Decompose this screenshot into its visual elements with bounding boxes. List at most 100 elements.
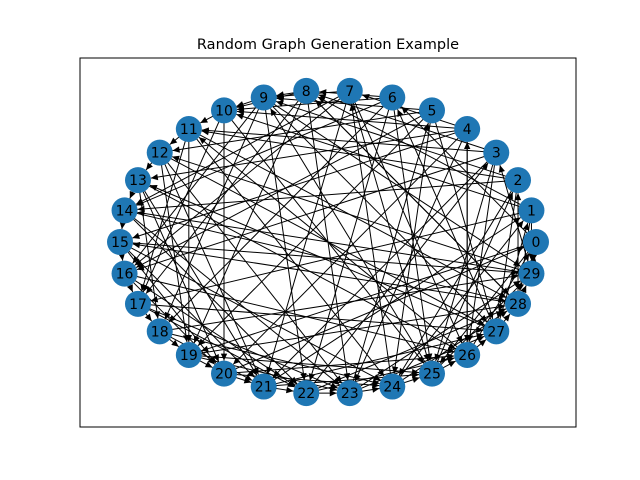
- node-label: 3: [492, 146, 501, 162]
- edge-arrowhead: [172, 155, 180, 162]
- edge-arrowhead: [349, 103, 356, 112]
- node-label: 9: [259, 90, 268, 106]
- graph-edge: [137, 303, 338, 389]
- edge-arrowhead: [512, 259, 521, 267]
- graph-edge: [136, 152, 497, 271]
- graph-node-29: [518, 260, 545, 287]
- edge-arrowhead: [478, 339, 487, 347]
- node-label: 1: [527, 203, 536, 219]
- node-label: 28: [509, 297, 527, 313]
- graph-edge: [398, 179, 519, 376]
- node-label: 25: [423, 367, 441, 383]
- node-label: 14: [116, 203, 134, 219]
- graph-edge: [137, 303, 296, 388]
- edge-arrowhead: [528, 253, 535, 261]
- graph-edge: [159, 152, 188, 343]
- edge-arrowhead: [204, 361, 213, 368]
- edge-arrowhead: [529, 254, 537, 263]
- graph-edge: [201, 130, 519, 181]
- graph-edge: [232, 128, 468, 365]
- graph-edge: [188, 354, 420, 374]
- edge-arrowhead: [440, 355, 447, 364]
- edge-arrowhead: [276, 91, 284, 98]
- node-label: 10: [215, 103, 233, 119]
- edge-arrowhead: [137, 210, 145, 217]
- node-label: 12: [151, 146, 169, 162]
- edge-arrowhead: [512, 280, 521, 288]
- graph-edge: [149, 184, 497, 332]
- edge-arrowhead: [118, 253, 125, 261]
- edge-arrowhead: [201, 128, 210, 136]
- graph-edge: [119, 241, 255, 378]
- edge-arrowhead: [448, 342, 456, 349]
- graph-edge: [201, 241, 537, 352]
- graph-edge: [197, 110, 433, 347]
- graph-node-8: [293, 77, 320, 104]
- node-label: 29: [523, 267, 541, 283]
- edge-arrowhead: [481, 162, 489, 171]
- node-label: 13: [129, 173, 147, 189]
- graph-edge: [349, 90, 429, 362]
- edge-arrowhead: [134, 258, 143, 266]
- graph-edge: [198, 136, 468, 356]
- edge-arrowhead: [319, 89, 327, 96]
- edge-arrowhead: [169, 137, 178, 145]
- graph-edge: [263, 217, 521, 387]
- graph-edge: [351, 103, 393, 387]
- graph-edge: [391, 220, 524, 387]
- node-label: 15: [111, 235, 129, 251]
- graph-edge: [137, 211, 532, 275]
- graph-edge: [135, 90, 350, 205]
- node-label: 8: [302, 84, 311, 100]
- chart-title: Random Graph Generation Example: [197, 37, 459, 53]
- edge-arrowhead: [286, 386, 294, 394]
- edge-arrowhead: [119, 221, 127, 230]
- edge-arrowhead: [150, 173, 159, 181]
- edge-arrowhead: [243, 377, 252, 384]
- edge-arrowhead: [172, 146, 180, 153]
- edge-arrowhead: [515, 282, 523, 291]
- graph-edge: [136, 96, 393, 206]
- edge-arrowhead: [236, 113, 245, 120]
- graph-node-13: [124, 167, 151, 194]
- graph-edge: [159, 152, 343, 384]
- edge-arrowhead: [372, 386, 380, 393]
- node-label: 18: [151, 324, 169, 340]
- graph-edge: [137, 179, 258, 376]
- graph-edge: [223, 110, 425, 364]
- edge-arrowhead: [503, 314, 510, 322]
- graph-node-2: [505, 167, 532, 194]
- node-label: 11: [180, 122, 198, 138]
- graph-node-17: [124, 290, 151, 317]
- graph-edge: [361, 94, 468, 130]
- edge-arrowhead: [516, 220, 524, 229]
- graph-edge: [132, 97, 265, 264]
- graph-node-3: [483, 139, 510, 166]
- edge-arrowhead: [149, 185, 158, 191]
- graph-edge: [266, 90, 351, 375]
- edge-arrowhead: [476, 336, 485, 343]
- edge-arrowhead: [448, 361, 456, 368]
- graph-edge: [171, 156, 532, 275]
- edge-arrowhead: [200, 116, 208, 123]
- graph-edge: [349, 90, 463, 344]
- graph-edge: [466, 252, 530, 356]
- edge-arrowhead: [171, 339, 179, 347]
- edge-arrowhead: [506, 192, 513, 200]
- graph-node-6: [379, 84, 406, 111]
- graph-edge: [145, 90, 307, 294]
- graph-edge: [119, 241, 382, 381]
- edge-arrowhead: [329, 389, 337, 397]
- edge-arrowhead: [343, 372, 351, 381]
- graph-node-23: [336, 380, 363, 407]
- edge-arrowhead: [318, 93, 327, 101]
- graph-edge: [431, 191, 514, 374]
- graph-edge: [305, 90, 349, 381]
- graph-edge: [272, 152, 497, 378]
- graph-edge: [318, 94, 497, 154]
- node-label: 7: [345, 84, 354, 100]
- graph-edge: [124, 210, 340, 386]
- graph-edge: [142, 110, 225, 293]
- graph-edge: [275, 100, 519, 181]
